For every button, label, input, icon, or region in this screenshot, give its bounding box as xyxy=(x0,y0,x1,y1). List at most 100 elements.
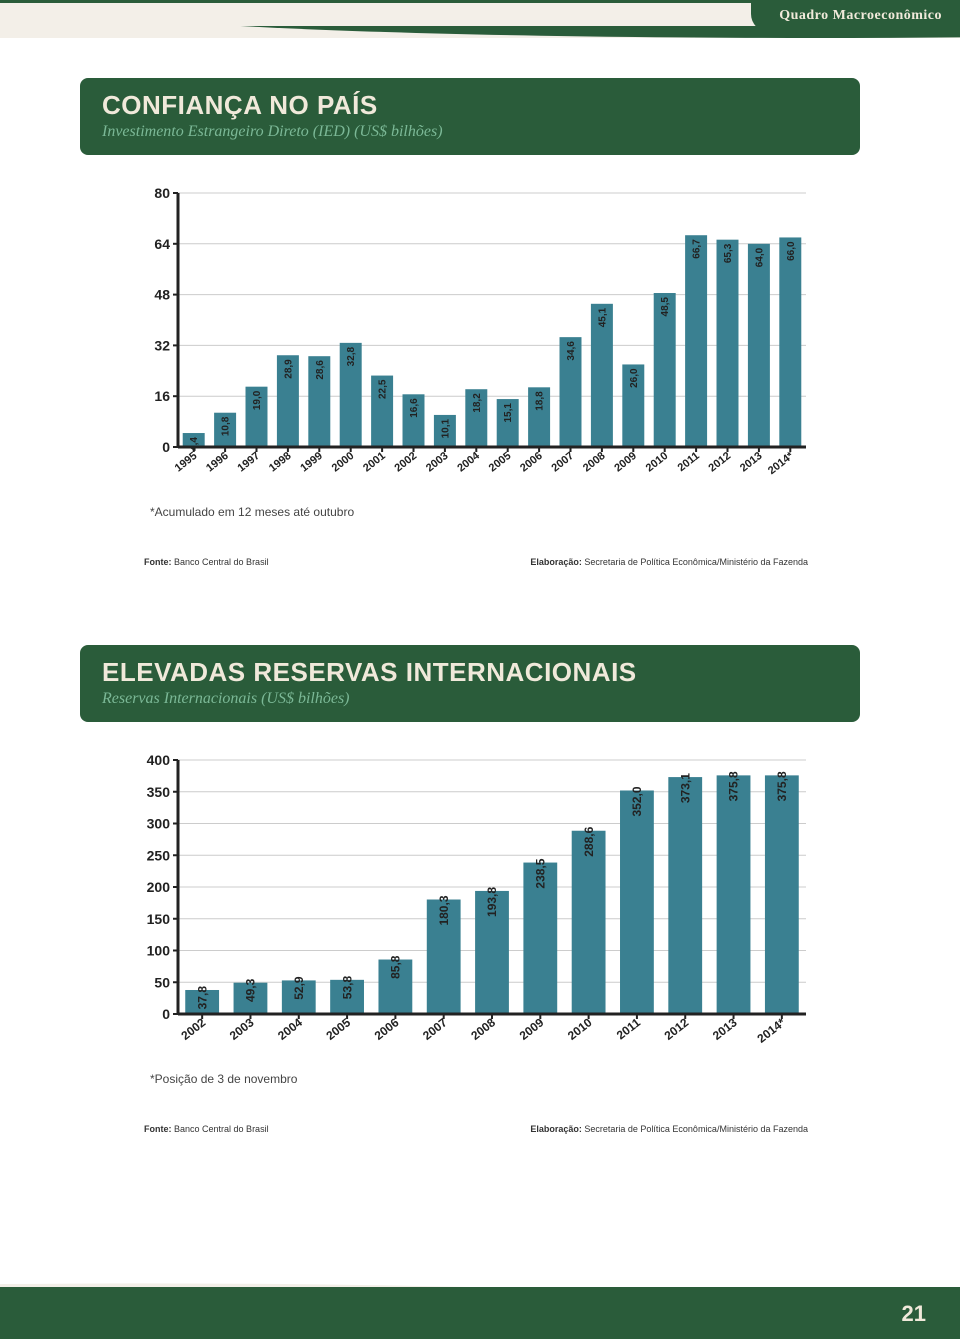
svg-text:2013: 2013 xyxy=(710,1015,740,1043)
svg-text:37,8: 37,8 xyxy=(195,986,209,1010)
svg-text:2002: 2002 xyxy=(179,1015,209,1043)
svg-text:65,3: 65,3 xyxy=(723,243,734,263)
svg-text:64,0: 64,0 xyxy=(754,247,765,267)
svg-text:400: 400 xyxy=(147,752,171,768)
svg-text:28,6: 28,6 xyxy=(315,360,326,380)
svg-text:2014*: 2014* xyxy=(755,1015,789,1046)
svg-text:32,8: 32,8 xyxy=(346,346,357,366)
svg-text:1999: 1999 xyxy=(298,450,325,475)
svg-text:2003: 2003 xyxy=(424,450,451,475)
svg-text:2010: 2010 xyxy=(644,450,671,475)
chart2: 0 50 100 150 200 250 300 350 400 37,8 2002 49,3 2003… xyxy=(136,750,816,1060)
svg-text:45,1: 45,1 xyxy=(597,307,608,327)
svg-text:10,8: 10,8 xyxy=(221,416,232,436)
svg-text:2005: 2005 xyxy=(323,1015,353,1043)
section2-title: ELEVADAS RESERVAS INTERNACIONAIS xyxy=(102,657,838,688)
elab1: Elaboração: Secretaria de Política Econô… xyxy=(530,557,808,567)
svg-text:2013: 2013 xyxy=(738,450,765,475)
svg-text:19,0: 19,0 xyxy=(252,390,263,410)
svg-text:22,5: 22,5 xyxy=(378,379,389,399)
chart1-footnote: *Acumulado em 12 meses até outubro xyxy=(150,505,844,519)
svg-text:85,8: 85,8 xyxy=(389,955,403,979)
svg-text:2003: 2003 xyxy=(227,1015,257,1043)
svg-text:2011: 2011 xyxy=(676,450,702,474)
svg-text:2000: 2000 xyxy=(330,450,357,475)
svg-text:375,8: 375,8 xyxy=(727,771,741,801)
footer: 21 xyxy=(0,1287,960,1339)
svg-text:2009: 2009 xyxy=(612,450,639,475)
svg-text:48: 48 xyxy=(154,287,170,303)
svg-text:32: 32 xyxy=(154,337,170,353)
svg-text:18,2: 18,2 xyxy=(472,393,483,413)
svg-text:2009: 2009 xyxy=(517,1015,547,1043)
section1-title: CONFIANÇA NO PAÍS xyxy=(102,90,838,121)
chart2-footnote: *Posição de 3 de novembro xyxy=(150,1072,844,1086)
svg-text:238,5: 238,5 xyxy=(534,858,548,888)
svg-text:150: 150 xyxy=(147,911,171,927)
elab2: Elaboração: Secretaria de Política Econô… xyxy=(530,1124,808,1134)
svg-text:34,6: 34,6 xyxy=(566,341,577,361)
svg-text:180,3: 180,3 xyxy=(437,895,451,925)
svg-text:200: 200 xyxy=(147,879,171,895)
page-content: CONFIANÇA NO PAÍS Investimento Estrangei… xyxy=(0,38,960,1134)
svg-text:2005: 2005 xyxy=(487,450,514,475)
source-row-2: Fonte: Banco Central do Brasil Elaboraçã… xyxy=(144,1124,808,1134)
svg-text:26,0: 26,0 xyxy=(629,368,640,388)
svg-text:66,7: 66,7 xyxy=(692,239,703,259)
chart2-wrap: 0 50 100 150 200 250 300 350 400 37,8 2002 49,3 2003… xyxy=(136,750,844,1086)
svg-text:15,1: 15,1 xyxy=(503,403,514,423)
svg-text:2002: 2002 xyxy=(393,450,420,475)
svg-text:2001: 2001 xyxy=(361,450,388,475)
svg-text:2008: 2008 xyxy=(468,1015,498,1043)
svg-text:2012: 2012 xyxy=(662,1015,692,1043)
svg-text:2010: 2010 xyxy=(565,1015,595,1043)
svg-text:49,3: 49,3 xyxy=(244,978,258,1002)
svg-text:0: 0 xyxy=(162,1006,170,1022)
svg-text:64: 64 xyxy=(154,236,170,252)
svg-text:2008: 2008 xyxy=(581,450,608,475)
svg-text:250: 250 xyxy=(147,847,171,863)
svg-text:80: 80 xyxy=(154,185,170,201)
chart1: 016324864804,4199510,8199619,0199728,919… xyxy=(136,183,816,493)
section2-title-box: ELEVADAS RESERVAS INTERNACIONAIS Reserva… xyxy=(80,645,860,722)
svg-text:2014*: 2014* xyxy=(766,449,797,477)
svg-text:300: 300 xyxy=(147,816,171,832)
svg-text:2007: 2007 xyxy=(420,1015,450,1043)
svg-text:1996: 1996 xyxy=(204,450,231,475)
svg-text:50: 50 xyxy=(154,974,170,990)
svg-text:100: 100 xyxy=(147,943,171,959)
svg-text:352,0: 352,0 xyxy=(630,786,644,816)
source1: Fonte: Banco Central do Brasil xyxy=(144,557,269,567)
svg-text:0: 0 xyxy=(162,439,170,455)
section1-subtitle: Investimento Estrangeiro Direto (IED) (U… xyxy=(102,123,838,141)
svg-text:350: 350 xyxy=(147,784,171,800)
svg-text:2007: 2007 xyxy=(550,450,577,475)
svg-text:1995: 1995 xyxy=(173,450,200,475)
svg-text:2006: 2006 xyxy=(372,1015,402,1043)
svg-text:18,8: 18,8 xyxy=(535,391,546,411)
svg-text:2004: 2004 xyxy=(275,1015,305,1043)
svg-text:2012: 2012 xyxy=(707,450,734,475)
section1-title-box: CONFIANÇA NO PAÍS Investimento Estrangei… xyxy=(80,78,860,155)
source-row-1: Fonte: Banco Central do Brasil Elaboraçã… xyxy=(144,557,808,567)
svg-text:10,1: 10,1 xyxy=(440,418,451,438)
svg-text:288,6: 288,6 xyxy=(582,826,596,856)
svg-text:16: 16 xyxy=(154,388,170,404)
svg-text:52,9: 52,9 xyxy=(292,976,306,1000)
svg-text:53,8: 53,8 xyxy=(340,976,354,1000)
svg-text:1998: 1998 xyxy=(267,450,294,475)
section2-subtitle: Reservas Internacionais (US$ bilhões) xyxy=(102,690,838,708)
source2: Fonte: Banco Central do Brasil xyxy=(144,1124,269,1134)
svg-text:2006: 2006 xyxy=(518,450,545,475)
svg-text:28,9: 28,9 xyxy=(283,359,294,379)
svg-text:375,8: 375,8 xyxy=(775,771,789,801)
svg-text:1997: 1997 xyxy=(236,450,263,475)
svg-text:373,1: 373,1 xyxy=(678,773,692,803)
svg-text:193,8: 193,8 xyxy=(485,887,499,917)
svg-text:2004: 2004 xyxy=(455,449,482,474)
svg-text:2011: 2011 xyxy=(614,1015,643,1042)
svg-text:16,6: 16,6 xyxy=(409,398,420,418)
page-number: 21 xyxy=(902,1301,926,1327)
svg-text:66,0: 66,0 xyxy=(786,241,797,261)
chart1-wrap: 016324864804,4199510,8199619,0199728,919… xyxy=(136,183,844,519)
